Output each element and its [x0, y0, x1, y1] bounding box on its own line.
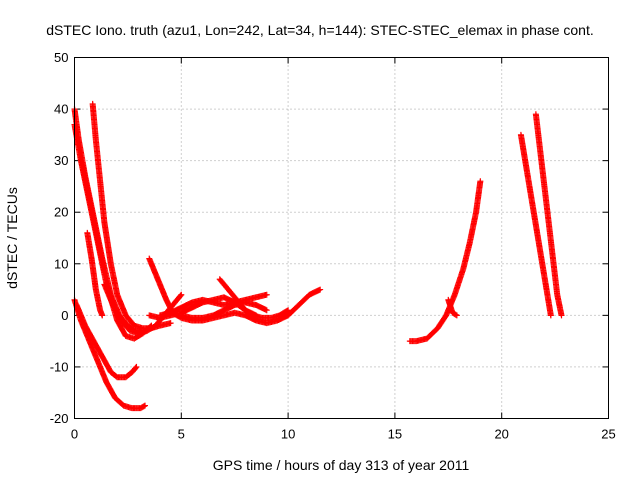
series-6	[89, 100, 174, 332]
x-tick-label: 10	[281, 427, 295, 442]
data-point	[141, 402, 148, 409]
data-point	[178, 291, 185, 298]
data-point	[558, 312, 565, 319]
data-point	[133, 363, 140, 370]
series-12	[178, 299, 270, 321]
data-point	[99, 312, 106, 319]
series-13	[406, 178, 484, 345]
series-5	[84, 229, 106, 319]
y-tick-label: 0	[61, 308, 68, 323]
data-point	[132, 364, 139, 371]
data-point	[285, 307, 292, 314]
data-point	[263, 307, 270, 314]
y-tick-label: 20	[54, 205, 68, 220]
y-tick-label: 40	[54, 102, 68, 117]
data-point	[477, 178, 484, 185]
data-point	[547, 312, 554, 319]
grid	[74, 57, 609, 419]
series-16	[532, 111, 565, 319]
data-point	[317, 286, 324, 293]
data-point	[177, 292, 184, 299]
axis-ticks: 0 5 10 15 20 25 -20 -10 0 10 20 30 40 50	[50, 50, 616, 442]
x-tick-label: 5	[178, 427, 185, 442]
y-tick-label: 50	[54, 50, 68, 65]
x-tick-label: 15	[388, 427, 402, 442]
series-4	[73, 302, 140, 381]
chart-title: dSTEC Iono. truth (azu1, Lon=242, Lat=34…	[46, 22, 593, 38]
y-axis-label: dSTEC / TECUs	[4, 187, 20, 289]
series-3	[71, 296, 148, 412]
series-14	[445, 296, 460, 319]
x-tick-label: 20	[494, 427, 508, 442]
data-point	[453, 312, 460, 319]
y-tick-label: 10	[54, 256, 68, 271]
y-tick-label: -10	[50, 359, 69, 374]
data-point	[167, 320, 174, 327]
y-tick-label: -20	[50, 411, 69, 426]
data-point	[140, 403, 147, 410]
data-point	[263, 291, 270, 298]
x-tick-label: 0	[71, 427, 78, 442]
series-15	[517, 131, 554, 319]
x-tick-label: 25	[601, 427, 615, 442]
plot-frame	[74, 57, 609, 419]
data-point	[284, 307, 291, 314]
data-point	[452, 311, 459, 318]
x-axis-label: GPS time / hours of day 313 of year 2011	[213, 457, 470, 473]
data-marks	[71, 100, 565, 412]
y-tick-label: 30	[54, 153, 68, 168]
